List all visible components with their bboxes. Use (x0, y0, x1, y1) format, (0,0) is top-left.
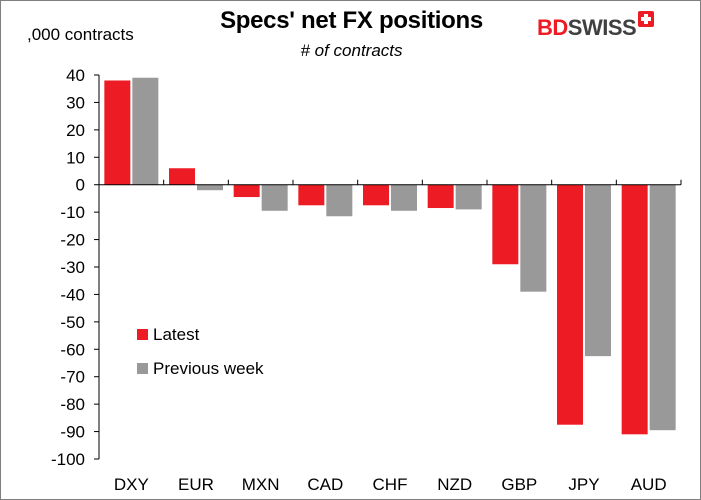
y-tick-label: -10 (60, 203, 85, 222)
bar-latest-dxy (104, 80, 131, 185)
y-tick-label: 0 (76, 176, 85, 195)
legend-label-previous-week: Previous week (153, 359, 264, 378)
chart-subtitle: # of contracts (300, 41, 403, 60)
legend-swatch-latest (137, 329, 148, 340)
y-tick-label: 40 (66, 66, 85, 85)
y-tick-label: -20 (60, 231, 85, 250)
logo-text-bd: BD (537, 15, 568, 40)
bar-previous-week-jpy (585, 184, 611, 357)
bar-previous-week-cad (326, 184, 353, 217)
legend-label-latest: Latest (153, 325, 200, 344)
x-tick-label: CHF (373, 475, 408, 494)
bar-previous-week-dxy (132, 77, 159, 185)
y-tick-label: -80 (60, 395, 85, 414)
bar-previous-week-nzd (455, 184, 482, 210)
y-tick-label: -60 (60, 340, 85, 359)
bar-latest-nzd (427, 184, 454, 209)
bar-latest-chf (363, 184, 389, 206)
y-tick-label: 10 (66, 148, 85, 167)
x-tick-label: CAD (307, 475, 343, 494)
chart-title: Specs' net FX positions (220, 7, 483, 34)
y-tick-label: -40 (60, 285, 85, 304)
legend-swatch-previous-week (137, 363, 148, 374)
bar-previous-week-aud (649, 184, 676, 431)
y-tick-label: 30 (66, 93, 85, 112)
y-axis-unit-label: ,000 contracts (27, 25, 134, 44)
x-tick-label: JPY (568, 475, 599, 494)
bar-latest-mxn (233, 184, 260, 198)
x-tick-label: MXN (242, 475, 280, 494)
swiss-cross-icon (638, 11, 655, 27)
y-tick-label: -70 (60, 368, 85, 387)
y-tick-label: 20 (66, 121, 85, 140)
bar-previous-week-gbp (520, 184, 547, 292)
bar-previous-week-mxn (261, 184, 288, 211)
y-tick-label: -100 (51, 450, 85, 469)
y-tick-label: -90 (60, 423, 85, 442)
bar-latest-aud (621, 184, 648, 435)
bar-previous-week-chf (391, 184, 417, 211)
y-tick-label: -50 (60, 313, 85, 332)
x-tick-label: EUR (178, 475, 214, 494)
bar-latest-jpy (557, 184, 583, 425)
x-tick-label: GBP (501, 475, 537, 494)
bar-latest-gbp (492, 184, 519, 265)
x-tick-label: AUD (631, 475, 667, 494)
bdswiss-logo: BDSWISS (537, 11, 655, 41)
x-tick-label: NZD (437, 475, 472, 494)
logo-text-swiss: SWISS (567, 15, 637, 40)
bar-latest-cad (298, 184, 325, 206)
bar-previous-week-eur (197, 184, 223, 191)
x-tick-label: DXY (114, 475, 149, 494)
y-tick-label: -30 (60, 258, 85, 277)
bar-latest-eur (169, 168, 195, 185)
